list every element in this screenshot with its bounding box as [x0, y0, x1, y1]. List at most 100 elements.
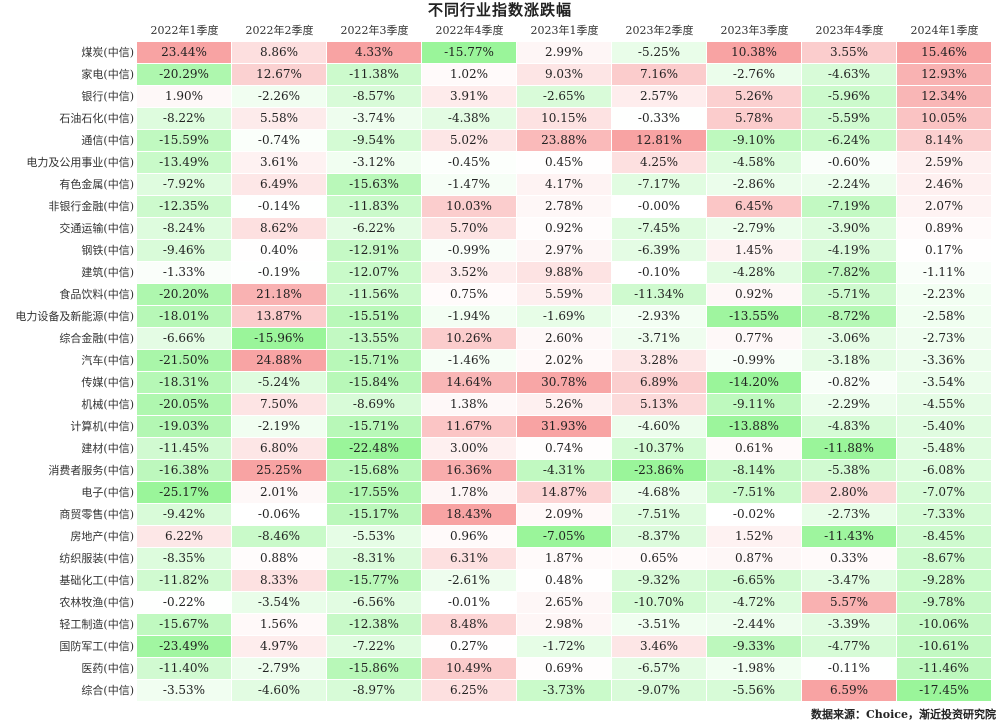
- heatmap-cell: -9.10%: [707, 130, 802, 152]
- heatmap-cell: -0.14%: [232, 196, 327, 218]
- heatmap-cell: -4.68%: [612, 482, 707, 504]
- heatmap-cell: -11.43%: [802, 526, 897, 548]
- heatmap-cell: -3.53%: [137, 680, 232, 702]
- heatmap-cell: -8.35%: [137, 548, 232, 570]
- heatmap-cell: 3.52%: [422, 262, 517, 284]
- heatmap-cell: 1.02%: [422, 64, 517, 86]
- heatmap-cell: -0.01%: [422, 592, 517, 614]
- heatmap-cell: 1.45%: [707, 240, 802, 262]
- heatmap-cell: -8.14%: [707, 460, 802, 482]
- heatmap-cell: 5.70%: [422, 218, 517, 240]
- heatmap-cell: -7.17%: [612, 174, 707, 196]
- column-header: 2022年2季度: [245, 24, 314, 37]
- heatmap-cell: -6.24%: [802, 130, 897, 152]
- column-header: 2022年4季度: [435, 24, 504, 37]
- heatmap-cell: 8.14%: [897, 130, 992, 152]
- heatmap-cell: 14.87%: [517, 482, 612, 504]
- heatmap-cell: -7.05%: [517, 526, 612, 548]
- heatmap-cell: -19.03%: [137, 416, 232, 438]
- heatmap-cell: -3.90%: [802, 218, 897, 240]
- heatmap-cell: 0.92%: [707, 284, 802, 306]
- heatmap-cell: -4.38%: [422, 108, 517, 130]
- heatmap-cell: 6.59%: [802, 680, 897, 702]
- column-header: 2024年1季度: [910, 24, 979, 37]
- heatmap-cell: -4.63%: [802, 64, 897, 86]
- row-label: 通信(中信): [81, 134, 134, 147]
- heatmap-cell: -15.71%: [327, 416, 422, 438]
- heatmap-cell: -7.51%: [707, 482, 802, 504]
- heatmap-cell: -3.74%: [327, 108, 422, 130]
- heatmap-cell: -7.51%: [612, 504, 707, 526]
- heatmap-cell: 0.65%: [612, 548, 707, 570]
- heatmap-cell: 1.38%: [422, 394, 517, 416]
- row-label: 综合(中信): [81, 684, 134, 697]
- heatmap-cell: 0.77%: [707, 328, 802, 350]
- heatmap-cell: 5.57%: [802, 592, 897, 614]
- heatmap-cell: -1.46%: [422, 350, 517, 372]
- heatmap-cell: 5.13%: [612, 394, 707, 416]
- heatmap-cell: -2.61%: [422, 570, 517, 592]
- heatmap-cell: -6.39%: [612, 240, 707, 262]
- heatmap-cell: 6.80%: [232, 438, 327, 460]
- heatmap-cell: 16.36%: [422, 460, 517, 482]
- heatmap-cell: 10.38%: [707, 42, 802, 64]
- heatmap-cell: 2.60%: [517, 328, 612, 350]
- heatmap-cell: 21.18%: [232, 284, 327, 306]
- row-label: 机械(中信): [81, 398, 134, 411]
- row-label: 传媒(中信): [81, 376, 134, 389]
- heatmap-cell: -22.48%: [327, 438, 422, 460]
- heatmap-cell: -9.78%: [897, 592, 992, 614]
- heatmap-cell: 3.55%: [802, 42, 897, 64]
- heatmap-cell: -15.59%: [137, 130, 232, 152]
- heatmap-cell: 0.87%: [707, 548, 802, 570]
- heatmap-cell: -7.19%: [802, 196, 897, 218]
- heatmap-cell: -5.53%: [327, 526, 422, 548]
- heatmap-cell: -0.19%: [232, 262, 327, 284]
- heatmap-cell: 31.93%: [517, 416, 612, 438]
- heatmap-cell: 9.03%: [517, 64, 612, 86]
- row-label: 有色金属(中信): [59, 178, 134, 191]
- heatmap-cell: 7.50%: [232, 394, 327, 416]
- heatmap-cell: -10.61%: [897, 636, 992, 658]
- heatmap-cell: -17.45%: [897, 680, 992, 702]
- heatmap-cell: 2.97%: [517, 240, 612, 262]
- heatmap-cell: -9.11%: [707, 394, 802, 416]
- row-label: 电子(中信): [81, 486, 134, 499]
- heatmap-cell: -2.79%: [707, 218, 802, 240]
- heatmap-cell: -12.38%: [327, 614, 422, 636]
- heatmap-cell: -3.12%: [327, 152, 422, 174]
- heatmap-cell: 0.88%: [232, 548, 327, 570]
- heatmap-cell: -11.88%: [802, 438, 897, 460]
- heatmap-cell: -2.44%: [707, 614, 802, 636]
- row-label: 建筑(中信): [81, 266, 134, 279]
- heatmap-cell: -0.06%: [232, 504, 327, 526]
- heatmap-cell: -4.60%: [612, 416, 707, 438]
- heatmap-cell: 6.31%: [422, 548, 517, 570]
- heatmap-cell: -0.99%: [707, 350, 802, 372]
- heatmap-cell: -15.68%: [327, 460, 422, 482]
- heatmap-cell: 4.25%: [612, 152, 707, 174]
- heatmap-cell: -3.06%: [802, 328, 897, 350]
- heatmap-cell: -11.83%: [327, 196, 422, 218]
- heatmap-cell: 0.69%: [517, 658, 612, 680]
- heatmap-cell: -0.74%: [232, 130, 327, 152]
- heatmap-cell: 5.26%: [517, 394, 612, 416]
- heatmap-cell: 0.33%: [802, 548, 897, 570]
- heatmap-cell: -4.60%: [232, 680, 327, 702]
- heatmap-cell: 0.45%: [517, 152, 612, 174]
- heatmap-cell: 2.46%: [897, 174, 992, 196]
- row-label: 纺织服装(中信): [59, 552, 134, 565]
- heatmap-cell: -0.45%: [422, 152, 517, 174]
- heatmap-cell: -5.48%: [897, 438, 992, 460]
- column-header: 2022年3季度: [340, 24, 409, 37]
- heatmap-cell: 11.67%: [422, 416, 517, 438]
- heatmap-cell: -4.72%: [707, 592, 802, 614]
- heatmap-cell: -5.25%: [612, 42, 707, 64]
- row-label: 国防军工(中信): [59, 640, 134, 653]
- heatmap-cell: -0.99%: [422, 240, 517, 262]
- heatmap-cell: 10.15%: [517, 108, 612, 130]
- heatmap-cell: -5.38%: [802, 460, 897, 482]
- heatmap-cell: -4.28%: [707, 262, 802, 284]
- heatmap-cell: -3.71%: [612, 328, 707, 350]
- heatmap-cell: -2.23%: [897, 284, 992, 306]
